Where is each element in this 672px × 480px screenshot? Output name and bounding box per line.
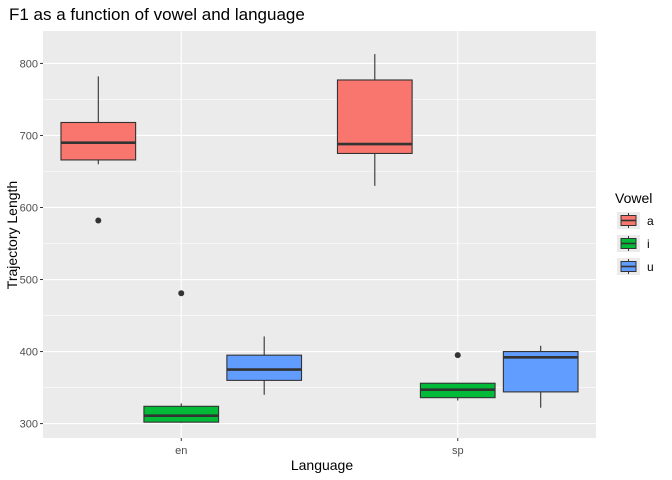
legend-label: i — [647, 237, 650, 251]
x-axis-label: Language — [291, 457, 354, 473]
legend-item-i: i — [617, 235, 650, 252]
y-tick-label: 300 — [20, 419, 38, 431]
outlier-point — [95, 217, 102, 224]
y-tick-label: 800 — [20, 58, 38, 70]
x-axis: en sp — [175, 438, 464, 457]
outlier-point — [454, 352, 461, 359]
y-tick-label: 400 — [20, 347, 38, 359]
box-u-sp — [502, 345, 579, 408]
box-iqr — [336, 79, 413, 155]
y-tick-label: 600 — [20, 202, 38, 214]
legend-label: a — [647, 214, 654, 228]
box-i-en — [143, 290, 220, 423]
box-iqr — [60, 121, 137, 161]
chart-title: F1 as a function of vowel and language — [9, 5, 305, 24]
y-tick-label: 500 — [20, 275, 38, 287]
box-iqr — [143, 405, 220, 423]
x-tick-label: sp — [452, 445, 464, 457]
box-a-sp — [336, 54, 413, 186]
legend-item-u: u — [617, 258, 654, 275]
box-iqr — [226, 354, 303, 381]
outlier-point — [178, 290, 185, 297]
x-tick-label: en — [175, 445, 187, 457]
y-tick-label: 700 — [20, 130, 38, 142]
legend: Vowel aiu — [615, 190, 654, 275]
box-a-en — [60, 76, 137, 224]
box-series — [60, 54, 579, 423]
box-u-en — [226, 336, 303, 395]
legend-item-a: a — [617, 212, 654, 229]
y-axis: 300 400 500 600 700 800 — [20, 58, 43, 431]
box-i-sp — [419, 352, 496, 401]
legend-title: Vowel — [615, 190, 652, 206]
y-axis-label: Trajectory Length — [4, 181, 20, 289]
legend-label: u — [647, 260, 654, 274]
